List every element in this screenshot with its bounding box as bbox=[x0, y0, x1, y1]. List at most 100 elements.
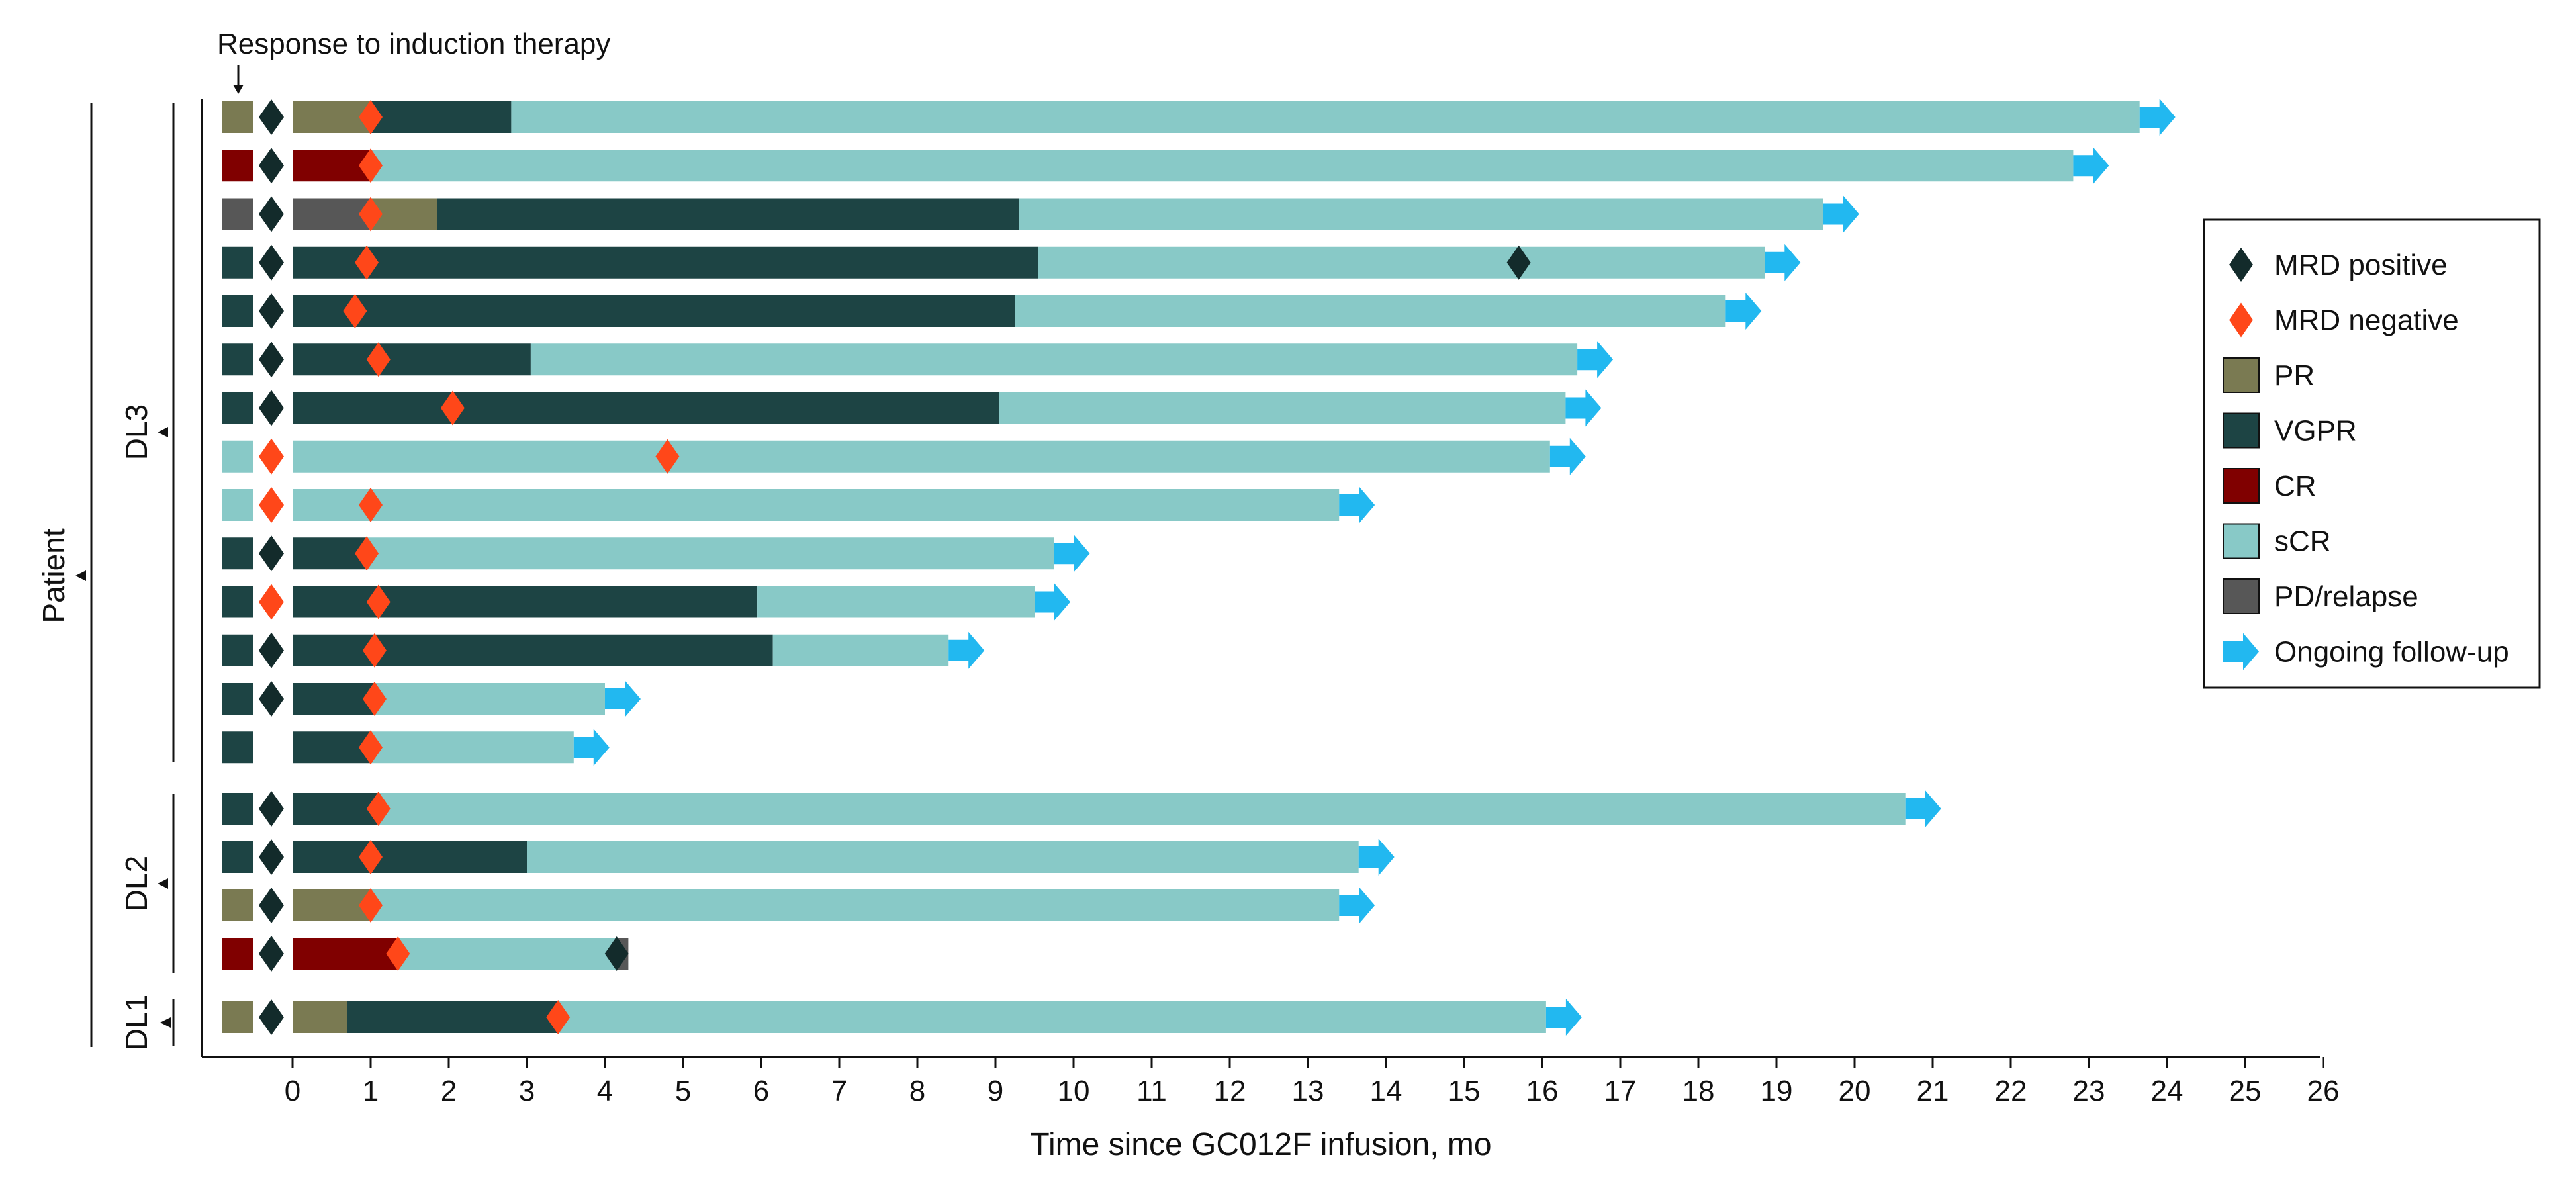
ongoing-followup-arrow bbox=[1358, 839, 1395, 876]
legend-label: VGPR bbox=[2274, 415, 2357, 447]
patient-row bbox=[222, 631, 985, 669]
mrd-negative-marker bbox=[366, 792, 391, 826]
legend-label: sCR bbox=[2274, 525, 2331, 558]
response-segment bbox=[293, 101, 371, 133]
x-tick-label: 7 bbox=[831, 1075, 847, 1107]
group-bracket-dl1: DL1 bbox=[119, 995, 175, 1050]
induction-response-box bbox=[222, 150, 253, 182]
patient-row bbox=[222, 486, 1375, 524]
group-label-dl1: DL1 bbox=[119, 995, 154, 1050]
x-tick-label: 21 bbox=[1917, 1075, 1949, 1107]
patient-row bbox=[222, 839, 1395, 876]
ongoing-followup-arrow bbox=[1549, 437, 1586, 475]
x-tick-label: 5 bbox=[675, 1075, 691, 1107]
legend-swatch-diamond bbox=[2229, 248, 2253, 282]
induction-response-box bbox=[222, 440, 253, 473]
patient-bars bbox=[222, 99, 2176, 1036]
patient-row bbox=[222, 583, 1070, 621]
ongoing-followup-arrow bbox=[2073, 147, 2109, 185]
response-segment bbox=[293, 731, 371, 764]
legend-label: Ongoing follow-up bbox=[2274, 636, 2509, 668]
induction-response-box bbox=[222, 841, 253, 873]
x-tick-label: 11 bbox=[1136, 1075, 1167, 1107]
x-tick-label: 16 bbox=[1526, 1075, 1559, 1107]
response-segment bbox=[293, 246, 1038, 279]
legend-swatch-box bbox=[2223, 523, 2260, 559]
induction-response-box bbox=[222, 489, 253, 521]
response-segment bbox=[378, 793, 1906, 825]
ongoing-followup-arrow bbox=[1577, 341, 1614, 379]
ongoing-followup-arrow bbox=[2139, 99, 2176, 136]
response-segment bbox=[511, 101, 2140, 133]
mrd-negative-marker bbox=[362, 682, 387, 716]
patient-row bbox=[222, 680, 641, 717]
mrd-negative-marker bbox=[359, 488, 383, 522]
response-segment bbox=[558, 1001, 1546, 1033]
induction-mrd-positive-marker bbox=[259, 99, 284, 135]
patient-row bbox=[222, 389, 1602, 427]
response-segment bbox=[293, 841, 527, 873]
mrd-positive-marker bbox=[1506, 245, 1531, 280]
induction-mrd-positive-marker bbox=[259, 148, 284, 184]
ongoing-followup-arrow bbox=[1765, 244, 1801, 281]
legend-label: MRD positive bbox=[2274, 249, 2448, 281]
response-segment bbox=[374, 683, 605, 715]
mrd-negative-marker bbox=[366, 584, 391, 619]
patient-row bbox=[222, 341, 1614, 379]
legend-swatch-box bbox=[2223, 357, 2260, 393]
response-segment bbox=[347, 1001, 559, 1033]
induction-mrd-positive-marker bbox=[259, 535, 284, 572]
induction-response-box bbox=[222, 793, 253, 825]
induction-mrd-positive-marker bbox=[259, 791, 284, 827]
x-tick-label: 1 bbox=[363, 1075, 379, 1107]
response-segment bbox=[371, 101, 512, 133]
legend-swatch-diamond bbox=[2229, 302, 2253, 338]
response-segment bbox=[293, 150, 371, 182]
legend-item: PR bbox=[2223, 357, 2315, 393]
induction-mrd-negative-marker bbox=[259, 438, 284, 475]
x-tick-label: 25 bbox=[2229, 1075, 2262, 1107]
induction-response-box bbox=[222, 198, 253, 230]
response-segment bbox=[293, 198, 371, 230]
mrd-negative-marker bbox=[546, 1000, 571, 1034]
patient-row bbox=[222, 195, 1859, 233]
ongoing-followup-arrow bbox=[1339, 887, 1375, 924]
group-bracket-dl2: DL2 bbox=[119, 794, 175, 973]
legend-item: PD/relapse bbox=[2223, 578, 2418, 614]
mrd-negative-marker bbox=[440, 390, 465, 426]
patient-row bbox=[222, 99, 2176, 136]
induction-response-box bbox=[222, 683, 253, 715]
legend-item: CR bbox=[2223, 468, 2317, 504]
response-segment bbox=[398, 938, 617, 970]
response-segment bbox=[530, 343, 1578, 376]
mrd-negative-marker bbox=[359, 100, 383, 134]
induction-response-box bbox=[222, 938, 253, 970]
x-axis-ticks: 0 1 2 3 4 5 6 7 8 9 10 11 12 13 14 15 16 17 18 19 20 21 22 23 24… bbox=[285, 1057, 2339, 1107]
mrd-negative-marker bbox=[355, 536, 379, 571]
induction-response-box bbox=[222, 392, 253, 424]
ongoing-followup-arrow bbox=[605, 680, 641, 717]
induction-mrd-positive-marker bbox=[259, 681, 284, 717]
response-segment bbox=[293, 343, 531, 376]
x-tick-label: 18 bbox=[1682, 1075, 1715, 1107]
patient-row bbox=[222, 936, 629, 972]
response-segment bbox=[371, 889, 1340, 921]
legend-swatch-box bbox=[2223, 468, 2260, 504]
patient-row bbox=[222, 293, 1762, 330]
group-label-dl2: DL2 bbox=[119, 856, 154, 911]
response-segment bbox=[293, 938, 398, 970]
x-tick-label: 12 bbox=[1214, 1075, 1246, 1107]
x-axis-label: Time since GC012F infusion, mo bbox=[1030, 1127, 1491, 1162]
induction-mrd-positive-marker bbox=[259, 244, 284, 281]
legend-item: VGPR bbox=[2223, 412, 2357, 449]
response-segment bbox=[757, 586, 1035, 618]
legend-item: sCR bbox=[2223, 523, 2331, 559]
legend-label: CR bbox=[2274, 470, 2317, 502]
legend-label: PD/relapse bbox=[2274, 580, 2418, 613]
x-tick-label: 19 bbox=[1761, 1075, 1793, 1107]
induction-mrd-positive-marker bbox=[259, 390, 284, 426]
legend-swatch-box bbox=[2223, 412, 2260, 449]
group-label-dl3: DL3 bbox=[119, 404, 154, 460]
response-segment bbox=[1038, 246, 1765, 279]
induction-mrd-positive-marker bbox=[259, 936, 284, 972]
